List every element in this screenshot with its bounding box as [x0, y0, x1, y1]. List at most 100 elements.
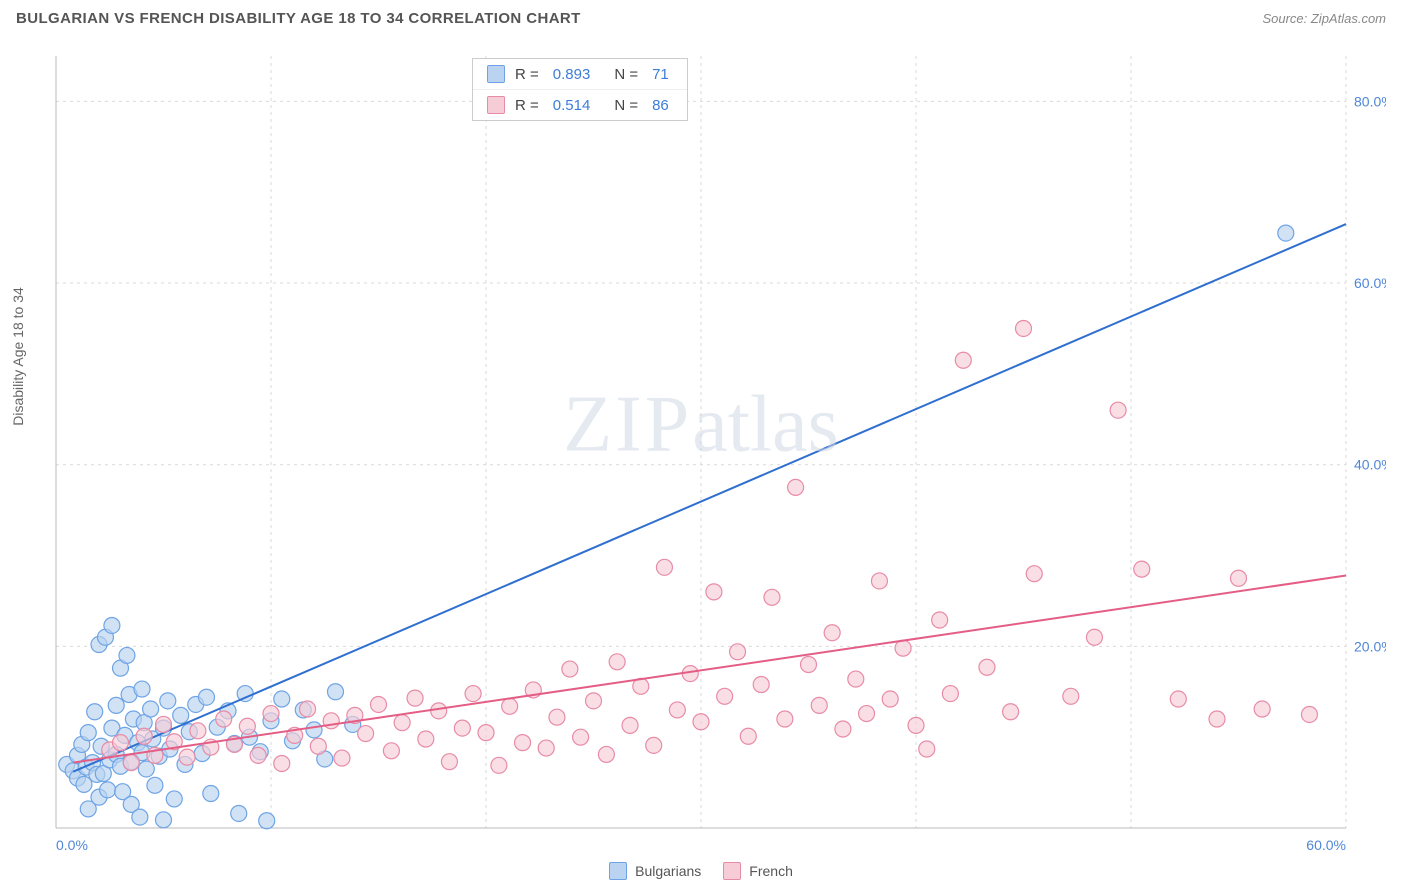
data-point: [104, 617, 120, 633]
data-point: [1063, 688, 1079, 704]
data-point: [358, 726, 374, 742]
y-tick-label: 20.0%: [1354, 638, 1386, 654]
y-axis-label: Disability Age 18 to 34: [10, 287, 26, 426]
data-point: [1231, 570, 1247, 586]
data-point: [1209, 711, 1225, 727]
data-point: [156, 812, 172, 828]
data-point: [239, 718, 255, 734]
data-point: [932, 612, 948, 628]
legend-label: French: [749, 863, 793, 879]
legend-swatch: [723, 862, 741, 880]
data-point: [693, 714, 709, 730]
stat-n-label: N =: [614, 66, 638, 83]
data-point: [955, 352, 971, 368]
data-point: [919, 741, 935, 757]
data-point: [123, 755, 139, 771]
data-point: [1026, 566, 1042, 582]
data-point: [465, 686, 481, 702]
data-point: [274, 691, 290, 707]
data-point: [418, 731, 434, 747]
data-point: [1086, 629, 1102, 645]
legend-label: Bulgarians: [635, 863, 701, 879]
data-point: [706, 584, 722, 600]
data-point: [859, 706, 875, 722]
data-point: [134, 681, 150, 697]
data-point: [538, 740, 554, 756]
stat-n-label: N =: [614, 97, 638, 114]
data-point: [119, 647, 135, 663]
data-point: [549, 709, 565, 725]
data-point: [586, 693, 602, 709]
data-point: [801, 657, 817, 673]
chart-title: BULGARIAN VS FRENCH DISABILITY AGE 18 TO…: [16, 10, 581, 27]
data-point: [231, 805, 247, 821]
stats-row: R = 0.893 N = 71: [473, 59, 687, 89]
chart-header: BULGARIAN VS FRENCH DISABILITY AGE 18 TO…: [0, 0, 1406, 33]
data-point: [143, 701, 159, 717]
data-point: [573, 729, 589, 745]
y-tick-label: 40.0%: [1354, 457, 1386, 473]
data-point: [328, 684, 344, 700]
data-point: [274, 756, 290, 772]
data-point: [431, 703, 447, 719]
data-point: [1301, 706, 1317, 722]
series-french: [73, 320, 1346, 773]
data-point: [1170, 691, 1186, 707]
data-point: [310, 738, 326, 754]
data-point: [394, 715, 410, 731]
data-point: [740, 728, 756, 744]
data-point: [306, 722, 322, 738]
data-point: [199, 689, 215, 705]
data-point: [669, 702, 685, 718]
stat-r-value: 0.514: [549, 97, 595, 114]
stat-r-label: R =: [515, 66, 539, 83]
data-point: [334, 750, 350, 766]
data-point: [132, 809, 148, 825]
trend-line: [73, 576, 1346, 763]
data-point: [895, 640, 911, 656]
data-point: [259, 813, 275, 829]
data-point: [1016, 320, 1032, 336]
x-tick-label: 0.0%: [56, 837, 88, 853]
data-point: [441, 754, 457, 770]
chart-source: Source: ZipAtlas.com: [1262, 11, 1386, 26]
x-tick-label: 60.0%: [1306, 837, 1346, 853]
data-point: [562, 661, 578, 677]
data-point: [1278, 225, 1294, 241]
data-point: [87, 704, 103, 720]
data-point: [407, 690, 423, 706]
legend-item: Bulgarians: [609, 862, 701, 880]
data-point: [622, 717, 638, 733]
chart-area: Disability Age 18 to 34 20.0%40.0%60.0%8…: [16, 38, 1386, 880]
data-point: [160, 693, 176, 709]
data-point: [656, 559, 672, 575]
trend-line: [73, 224, 1346, 772]
data-point: [383, 743, 399, 759]
stat-n-value: 86: [648, 97, 673, 114]
data-point: [216, 711, 232, 727]
stats-swatch: [487, 96, 505, 114]
data-point: [609, 654, 625, 670]
data-point: [173, 707, 189, 723]
data-point: [598, 746, 614, 762]
data-point: [179, 749, 195, 765]
data-point: [1003, 704, 1019, 720]
stat-r-value: 0.893: [549, 66, 595, 83]
data-point: [1110, 402, 1126, 418]
data-point: [646, 737, 662, 753]
data-point: [871, 573, 887, 589]
scatter-chart-svg: 20.0% 40.0% 60.0% 80.0% 0.0% 60.0%: [16, 38, 1386, 880]
data-point: [1254, 701, 1270, 717]
y-tick-label: 60.0%: [1354, 275, 1386, 291]
data-point: [848, 671, 864, 687]
legend-swatch: [609, 862, 627, 880]
data-point: [502, 698, 518, 714]
stat-n-value: 71: [648, 66, 673, 83]
data-point: [1134, 561, 1150, 577]
data-point: [250, 747, 266, 763]
data-point: [777, 711, 793, 727]
data-point: [942, 686, 958, 702]
data-point: [454, 720, 470, 736]
y-tick-label: 80.0%: [1354, 93, 1386, 109]
data-point: [788, 479, 804, 495]
